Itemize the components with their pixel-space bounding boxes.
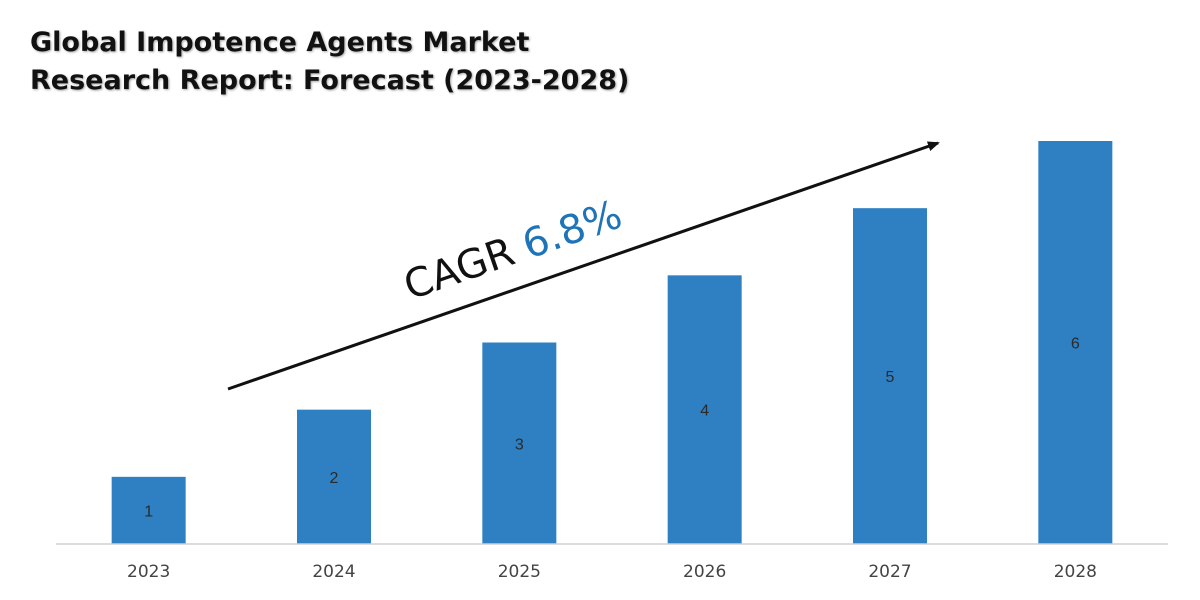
bar-2025 [482, 342, 557, 544]
bar-2024 [297, 409, 371, 544]
x-tick-label-2024: 2024 [312, 562, 355, 582]
chart-title-line-2: Research Report: Forecast (2023-2028) [30, 65, 630, 96]
bar-series [111, 141, 1113, 544]
chart-title: Global Impotence Agents Market Research … [30, 24, 830, 100]
bar-2023 [111, 476, 186, 544]
data-label-2023: 1 [144, 503, 153, 520]
bar-2028 [1038, 141, 1113, 544]
x-tick-label-2025: 2025 [498, 562, 541, 582]
data-labels: 1 2 3 4 5 6 [144, 336, 1080, 521]
data-label-2024: 2 [330, 470, 339, 487]
x-tick-label-2028: 2028 [1054, 562, 1097, 582]
x-tick-label-2023: 2023 [127, 562, 170, 582]
x-tick-label-2027: 2027 [868, 562, 911, 582]
data-label-2026: 4 [700, 403, 709, 420]
data-label-2027: 5 [886, 369, 895, 386]
cagr-label: CAGR [398, 229, 520, 310]
x-tick-label-2026: 2026 [683, 562, 726, 582]
data-label-2028: 6 [1071, 336, 1080, 353]
x-axis-ticks: 2023 2024 2025 2026 2027 2028 [127, 562, 1097, 582]
trend-arrow [227, 141, 940, 391]
bar-2027 [853, 208, 927, 544]
bar-2026 [667, 275, 742, 544]
data-label-2025: 3 [515, 436, 524, 453]
chart-title-line-1: Global Impotence Agents Market [30, 27, 530, 58]
